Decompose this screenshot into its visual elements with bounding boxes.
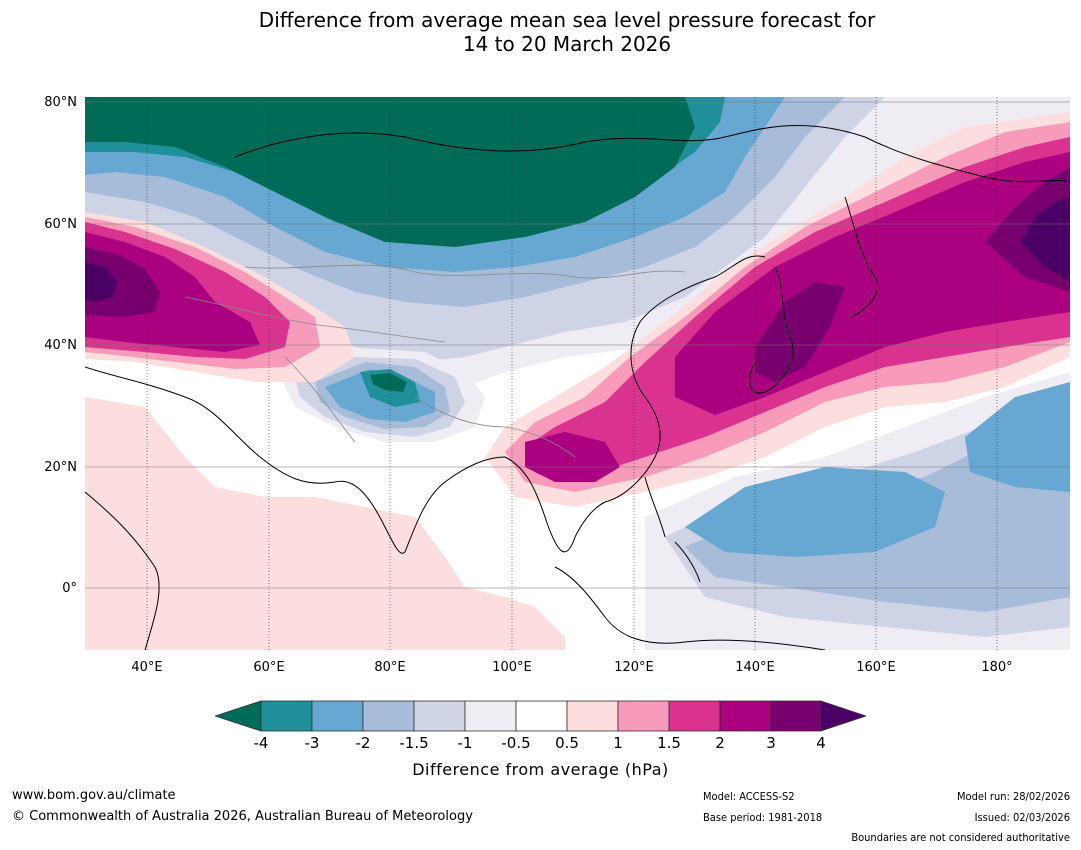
colorbar-swatch-m2 — [362, 700, 415, 732]
lat-label-60n: 60°N — [44, 217, 77, 232]
footer-url[interactable]: www.bom.gov.au/climate — [12, 788, 176, 803]
colorbar-tick: 4 — [816, 734, 826, 752]
anomaly-schina-p2 — [525, 432, 620, 482]
meridians — [146, 97, 998, 650]
anomaly-indian-p05 — [85, 397, 565, 650]
colorbar-swatch-m3 — [311, 700, 364, 732]
colorbar-tick: 1 — [613, 734, 623, 752]
pressure-anomaly-map — [85, 97, 1070, 650]
lon-label-140e: 140°E — [735, 660, 775, 675]
colorbar-swatch-p3 — [770, 700, 822, 732]
borders — [184, 264, 686, 458]
graticule — [85, 101, 1070, 589]
colorbar-tick: 0.5 — [555, 734, 579, 752]
colorbar — [215, 700, 866, 732]
footer-copyright: © Commonwealth of Australia 2026, Austra… — [12, 809, 473, 824]
footer-base-period: Base period: 1981-2018 — [703, 811, 823, 824]
title-line-1: Difference from average mean sea level p… — [258, 8, 876, 32]
lon-label-120e: 120°E — [614, 660, 654, 675]
lon-label-180: 180° — [981, 660, 1013, 675]
lat-label-0: 0° — [62, 581, 77, 596]
footer-model: Model: ACCESS-S2 — [703, 790, 795, 803]
colorbar-swatch-m1 — [464, 700, 517, 732]
colorbar-tick: 1.5 — [657, 734, 681, 752]
anomaly-pacific-p3-japan — [755, 282, 845, 382]
map-svg — [85, 97, 1070, 650]
anomaly-tibet-lt4 — [370, 373, 407, 392]
lat-label-40n: 40°N — [44, 338, 77, 353]
colorbar-tick: -1.5 — [399, 734, 429, 752]
anomaly-pacific-gt4 — [1020, 197, 1070, 282]
colorbar-tick: -2 — [355, 734, 371, 752]
colorbar-label: Difference from average (hPa) — [412, 760, 669, 779]
colorbar-tick: -4 — [253, 734, 269, 752]
colorbar-tick: -1 — [457, 734, 473, 752]
anomaly-cpac-m3 — [965, 382, 1070, 492]
map-title: Difference from average mean sea level p… — [0, 8, 1081, 56]
anomaly-wpac-m3 — [685, 467, 945, 557]
anomaly-westasia-gt4 — [85, 262, 117, 302]
lon-label-40e: 40°E — [131, 660, 163, 675]
lon-label-60e: 60°E — [253, 660, 285, 675]
lon-label-160e: 160°E — [856, 660, 896, 675]
colorbar-swatch-neutral — [515, 700, 568, 732]
colorbar-tick: -3 — [304, 734, 320, 752]
footer-issued: Issued: 02/03/2026 — [974, 811, 1070, 824]
colorbar-swatch-p1 — [617, 700, 670, 732]
lat-label-20n: 20°N — [44, 460, 77, 475]
lon-label-80e: 80°E — [374, 660, 406, 675]
colorbar-tick: 2 — [715, 734, 725, 752]
lat-label-80n: 80°N — [44, 95, 77, 110]
colorbar-swatch-lt4 — [215, 700, 262, 732]
colorbar-swatch-m4 — [260, 700, 313, 732]
coastlines — [85, 125, 1070, 650]
colorbar-swatch-gt4 — [820, 700, 866, 732]
colorbar-tick: -0.5 — [501, 734, 531, 752]
title-line-2: 14 to 20 March 2026 — [462, 32, 672, 56]
colorbar-swatch-m15 — [413, 700, 466, 732]
footer-model-run: Model run: 28/02/2026 — [957, 790, 1070, 803]
colorbar-swatch-p05 — [566, 700, 619, 732]
lon-label-100e: 100°E — [492, 660, 532, 675]
footer-disclaimer: Boundaries are not considered authoritat… — [851, 831, 1070, 844]
colorbar-swatch-p2 — [719, 700, 772, 732]
colorbar-tick: 3 — [766, 734, 776, 752]
colorbar-swatch-p15 — [668, 700, 721, 732]
